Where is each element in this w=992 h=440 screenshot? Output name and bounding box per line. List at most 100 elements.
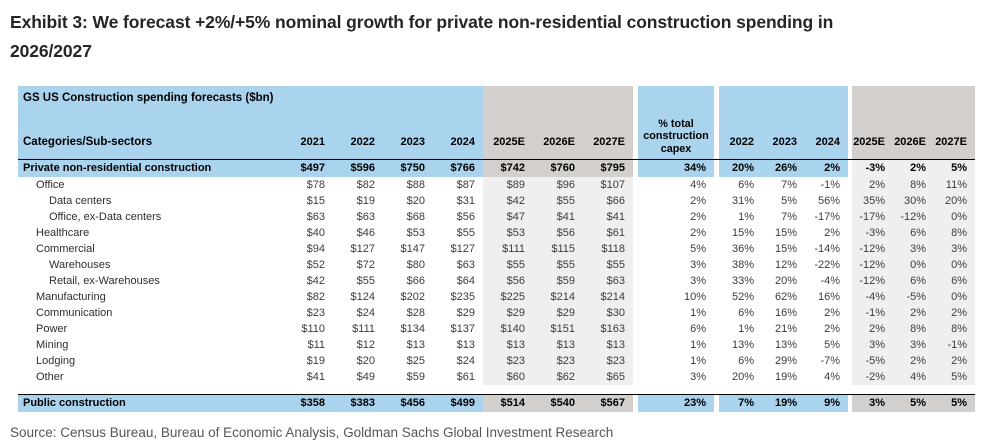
cell-growth-forecast: 2% xyxy=(852,321,893,337)
column-gap xyxy=(633,353,638,369)
cell-level-actual: $13 xyxy=(456,339,475,351)
cell-level-forecast: $56 xyxy=(483,273,533,289)
cell-level-actual: $72 xyxy=(356,259,375,271)
col-header-2026e: 2026E xyxy=(533,86,583,159)
column-gap xyxy=(633,209,638,225)
column-gap xyxy=(633,193,638,209)
cell-level-actual: $82 xyxy=(356,179,375,191)
cell-level-actual: $497 xyxy=(283,159,333,177)
cell-level-forecast: $96 xyxy=(533,177,583,193)
cell-level-forecast: $65 xyxy=(583,369,633,385)
cell-level-forecast: $795 xyxy=(583,159,633,177)
cell-level-actual: $137 xyxy=(450,323,475,335)
cell-level-forecast: $42 xyxy=(483,193,533,209)
table-header-label-cell: GS US Construction spending forecasts ($… xyxy=(18,86,283,159)
cell-growth-actual: 21% xyxy=(774,323,797,335)
cell-level-actual: $124 xyxy=(350,291,375,303)
row-label: Warehouses xyxy=(49,259,111,271)
cell-level-actual: $64 xyxy=(456,275,475,287)
col-header-2027e: 2027E xyxy=(583,86,633,159)
cell-level-actual: $52 xyxy=(306,259,325,271)
cell-growth-actual: 15% xyxy=(731,227,754,239)
cell-level-actual: $46 xyxy=(356,227,375,239)
cell-growth-forecast: 5% xyxy=(934,159,975,177)
cell-level-forecast: $53 xyxy=(483,225,533,241)
cell-level-actual: $499 xyxy=(433,394,483,412)
cell-growth-forecast: -4% xyxy=(852,289,893,305)
cell-growth-forecast: 2% xyxy=(893,159,934,177)
data-row: Lodging $19 $20 $25 $24 $23 $23 $23 1% 6% 29% -7% -5… xyxy=(18,353,975,369)
column-gap xyxy=(848,353,852,369)
cell-growth-actual: 1% xyxy=(738,211,754,223)
column-gap xyxy=(714,159,719,177)
cell-level-forecast: $151 xyxy=(533,321,583,337)
cell-level-actual: $68 xyxy=(406,211,425,223)
cell-level-actual: $766 xyxy=(433,159,483,177)
cell-level-forecast: $163 xyxy=(583,321,633,337)
column-gap xyxy=(848,209,852,225)
cell-level-actual: $20 xyxy=(356,355,375,367)
source-note: Source: Census Bureau, Bureau of Economi… xyxy=(10,425,614,440)
col-header-2024: 2024 xyxy=(433,86,483,159)
cell-level-actual: $23 xyxy=(306,307,325,319)
column-gap xyxy=(848,159,852,177)
cell-level-forecast: $63 xyxy=(583,273,633,289)
cell-level-forecast: $59 xyxy=(533,273,583,289)
cell-growth-actual: 20% xyxy=(731,371,754,383)
cell-growth-forecast: 5% xyxy=(934,394,975,412)
cell-growth-actual: 2% xyxy=(805,159,848,177)
cell-level-forecast: $23 xyxy=(533,353,583,369)
table-body: Private non-residential construction $497… xyxy=(18,159,975,412)
col-header-2022: 2022 xyxy=(333,86,383,159)
cell-level-forecast: $55 xyxy=(533,257,583,273)
cell-growth-forecast: -12% xyxy=(852,241,893,257)
cell-growth-forecast: 8% xyxy=(893,321,934,337)
cell-growth-actual: -17% xyxy=(814,211,840,223)
cell-level-actual: $25 xyxy=(406,355,425,367)
cell-growth-actual: 19% xyxy=(774,371,797,383)
column-gap xyxy=(848,321,852,337)
cell-growth-forecast: 8% xyxy=(934,321,975,337)
cell-level-actual: $202 xyxy=(400,291,425,303)
column-gap xyxy=(848,193,852,209)
cell-growth-forecast: -2% xyxy=(852,369,893,385)
cell-growth-forecast: -12% xyxy=(852,273,893,289)
cell-capex-share: 10% xyxy=(683,291,706,303)
cell-growth-actual: 13% xyxy=(731,339,754,351)
cell-level-forecast: $742 xyxy=(483,159,533,177)
cell-level-actual: $456 xyxy=(383,394,433,412)
cell-capex-share: 3% xyxy=(690,371,706,383)
col-header-2021: 2021 xyxy=(283,86,333,159)
data-row: Warehouses $52 $72 $80 $63 $55 $55 $55 3% 38% 12% -… xyxy=(18,257,975,273)
cell-growth-actual: 16% xyxy=(774,307,797,319)
data-row: Mining $11 $12 $13 $13 $13 $13 $13 1% 13% 13% 5% 3% 3… xyxy=(18,337,975,353)
cell-level-actual: $82 xyxy=(306,291,325,303)
row-label: Private non-residential construction xyxy=(18,159,283,177)
column-gap xyxy=(633,177,638,193)
column-gap xyxy=(633,273,638,289)
cell-growth-actual: 62% xyxy=(774,291,797,303)
row-label: Retail, ex-Warehouses xyxy=(49,275,160,287)
row-label: Mining xyxy=(36,339,69,351)
column-gap xyxy=(848,394,852,412)
row-label: Lodging xyxy=(36,355,76,367)
column-gap xyxy=(848,369,852,385)
cell-growth-actual: 33% xyxy=(731,275,754,287)
cell-growth-forecast: 3% xyxy=(852,394,893,412)
cell-level-actual: $94 xyxy=(306,243,325,255)
cell-growth-forecast: -3% xyxy=(852,159,893,177)
column-gap xyxy=(633,369,638,385)
cell-level-forecast: $23 xyxy=(583,353,633,369)
cell-level-actual: $134 xyxy=(400,323,425,335)
cell-growth-forecast: 3% xyxy=(934,241,975,257)
column-gap xyxy=(714,177,719,193)
cell-growth-forecast: -3% xyxy=(852,225,893,241)
data-row: Communication $23 $24 $28 $29 $29 $29 $30 1% 6% 16… xyxy=(18,305,975,321)
cell-capex-share: 3% xyxy=(690,275,706,287)
cell-level-actual: $596 xyxy=(333,159,383,177)
cell-growth-actual: 38% xyxy=(731,259,754,271)
cell-level-actual: $31 xyxy=(456,195,475,207)
cell-level-actual: $61 xyxy=(456,371,475,383)
cell-growth-actual: 5% xyxy=(781,195,797,207)
cell-level-forecast: $118 xyxy=(583,241,633,257)
